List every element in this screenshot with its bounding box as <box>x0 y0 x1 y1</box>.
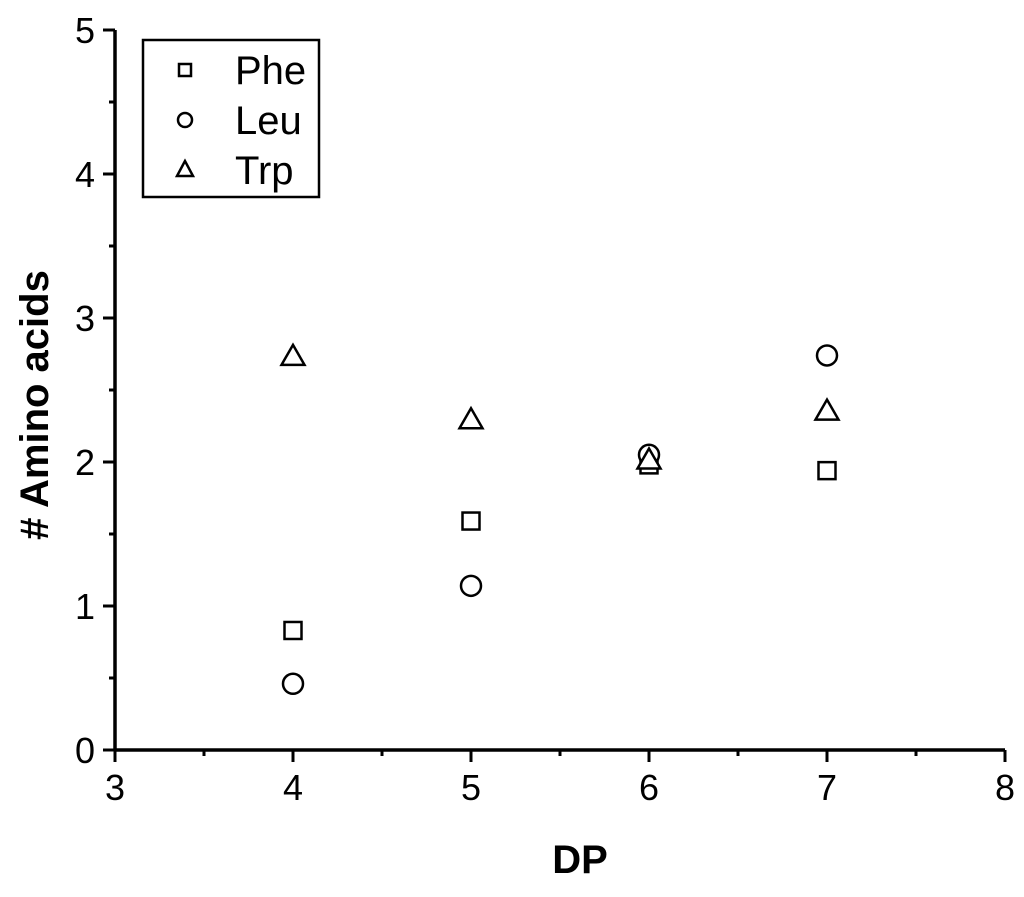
x-tick-label: 7 <box>817 767 837 808</box>
data-point-phe <box>461 511 481 531</box>
x-tick-label: 8 <box>995 767 1015 808</box>
legend-item-phe: Phe <box>177 49 306 93</box>
y-tick-label: 1 <box>75 586 95 627</box>
legend-box <box>141 38 321 199</box>
legend-item-leu: Leu <box>176 99 302 143</box>
legend-item-trp: Trp <box>174 149 294 193</box>
series-leu <box>281 344 839 696</box>
data-points <box>279 342 841 696</box>
y-axis-title: # Amino acids <box>13 270 57 540</box>
y-tick-label: 0 <box>75 730 95 771</box>
x-tick-label: 5 <box>461 767 481 808</box>
data-point-trp <box>457 405 485 430</box>
legend-label: Phe <box>235 49 306 93</box>
y-tick-label: 2 <box>75 442 95 483</box>
series-phe <box>283 455 837 641</box>
legend-label: Trp <box>235 149 294 193</box>
legend: Phe Leu Trp <box>141 38 321 199</box>
legend-label: Leu <box>235 99 302 143</box>
y-tick-label: 5 <box>75 10 95 51</box>
x-axis-title: DP <box>552 838 608 882</box>
x-tick-label: 4 <box>283 767 303 808</box>
data-point-phe <box>283 620 303 641</box>
series-trp <box>279 342 841 470</box>
legend-marker-phe <box>177 62 193 78</box>
data-point-leu <box>459 574 483 598</box>
data-point-trp <box>279 342 307 367</box>
legend-marker-trp <box>174 158 196 178</box>
y-tick-label: 3 <box>75 298 95 339</box>
x-tick-label: 6 <box>639 767 659 808</box>
data-point-leu <box>815 344 839 367</box>
x-tick-label: 3 <box>105 767 125 808</box>
y-tick-label: 4 <box>75 154 95 195</box>
data-point-leu <box>281 672 305 696</box>
legend-marker-leu <box>176 111 194 129</box>
data-point-trp <box>813 397 841 421</box>
ticks: 3 4 5 6 7 8 0 1 2 3 4 5 <box>75 10 1015 808</box>
data-point-trp <box>635 446 663 470</box>
data-point-phe <box>817 460 837 481</box>
